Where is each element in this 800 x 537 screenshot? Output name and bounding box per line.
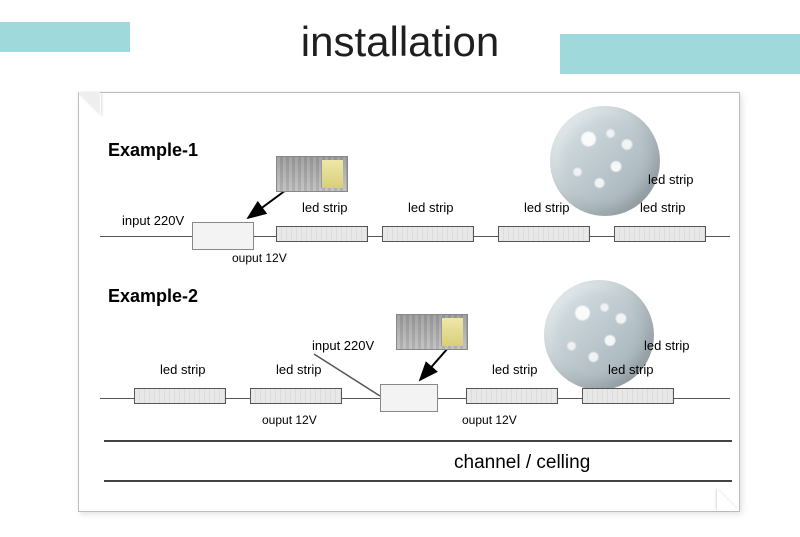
- led-strip: [382, 226, 474, 242]
- led-strip-label: led strip: [408, 200, 454, 215]
- led-strip-label: led strip: [160, 362, 206, 377]
- output-label-ex2: ouput 12V: [262, 413, 317, 427]
- psu-box-ex1: [192, 222, 254, 250]
- output-label-ex2: ouput 12V: [462, 413, 517, 427]
- example-2-title: Example-2: [108, 286, 198, 307]
- led-strip: [466, 388, 558, 404]
- channel-line-top: [104, 440, 732, 442]
- psu-image-ex1: [276, 156, 348, 192]
- example-1-title: Example-1: [108, 140, 198, 161]
- led-zoom-label-ex2: led strip: [644, 338, 690, 353]
- led-strip-label: led strip: [492, 362, 538, 377]
- led-strip-label: led strip: [608, 362, 654, 377]
- input-label-ex1: input 220V: [122, 213, 184, 228]
- channel-line-bottom: [104, 480, 732, 482]
- led-strip: [498, 226, 590, 242]
- diagram-root: installation Example-1 input 220V ouput …: [0, 0, 800, 537]
- channel-label: channel / celling: [454, 452, 590, 474]
- led-strip: [250, 388, 342, 404]
- led-strip: [582, 388, 674, 404]
- psu-image-ex2: [396, 314, 468, 350]
- led-strip-label: led strip: [276, 362, 322, 377]
- led-strip: [134, 388, 226, 404]
- corner-fold-top-left: [79, 93, 101, 115]
- input-label-ex2: input 220V: [312, 338, 374, 353]
- led-zoom-label-ex1: led strip: [648, 172, 694, 187]
- output-label-ex1: ouput 12V: [232, 251, 287, 265]
- led-strip: [614, 226, 706, 242]
- page-title: installation: [0, 18, 800, 66]
- led-strip-label: led strip: [524, 200, 570, 215]
- led-strip-label: led strip: [640, 200, 686, 215]
- led-strip: [276, 226, 368, 242]
- psu-box-ex2: [380, 384, 438, 412]
- corner-fold-bottom-right: [717, 489, 739, 511]
- led-strip-label: led strip: [302, 200, 348, 215]
